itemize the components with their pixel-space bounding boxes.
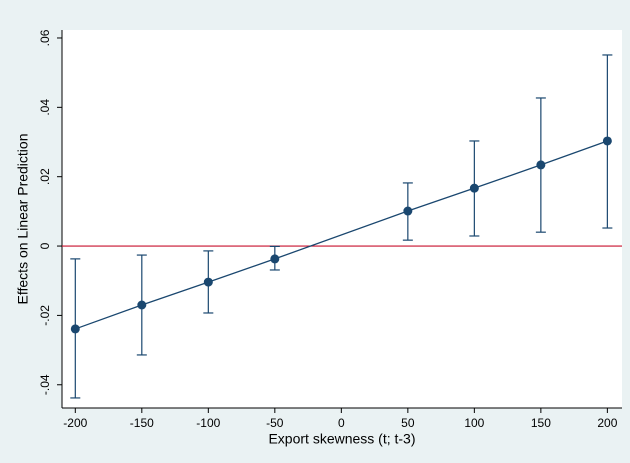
point: [70, 324, 80, 334]
y-axis-title: Effects on Linear Prediction: [15, 134, 31, 305]
x-tick-label: -50: [266, 416, 284, 430]
point: [403, 206, 413, 216]
series-line: [75, 140, 608, 330]
point: [270, 254, 280, 264]
x-tick-label: 100: [464, 416, 484, 430]
point: [203, 277, 213, 287]
y-tick-label: .04: [38, 99, 52, 116]
x-tick-label: -200: [63, 416, 87, 430]
x-tick-label: -150: [130, 416, 154, 430]
point: [602, 136, 612, 146]
x-tick-label: 50: [401, 416, 415, 430]
y-tick-label: -.04: [38, 374, 52, 395]
y-tick-label: .06: [38, 29, 52, 46]
point: [469, 183, 479, 193]
x-tick-label: 150: [531, 416, 551, 430]
y-tick-label: -.02: [38, 305, 52, 326]
x-tick-label: 200: [597, 416, 617, 430]
x-axis-title: Export skewness (t; t-3): [268, 431, 415, 447]
x-tick-label: -100: [196, 416, 220, 430]
x-tick-label: 0: [338, 416, 345, 430]
point: [137, 300, 147, 310]
y-tick-label: .02: [38, 168, 52, 185]
point: [536, 160, 546, 170]
y-tick-label: 0: [38, 242, 52, 249]
plot-area: [62, 30, 622, 408]
